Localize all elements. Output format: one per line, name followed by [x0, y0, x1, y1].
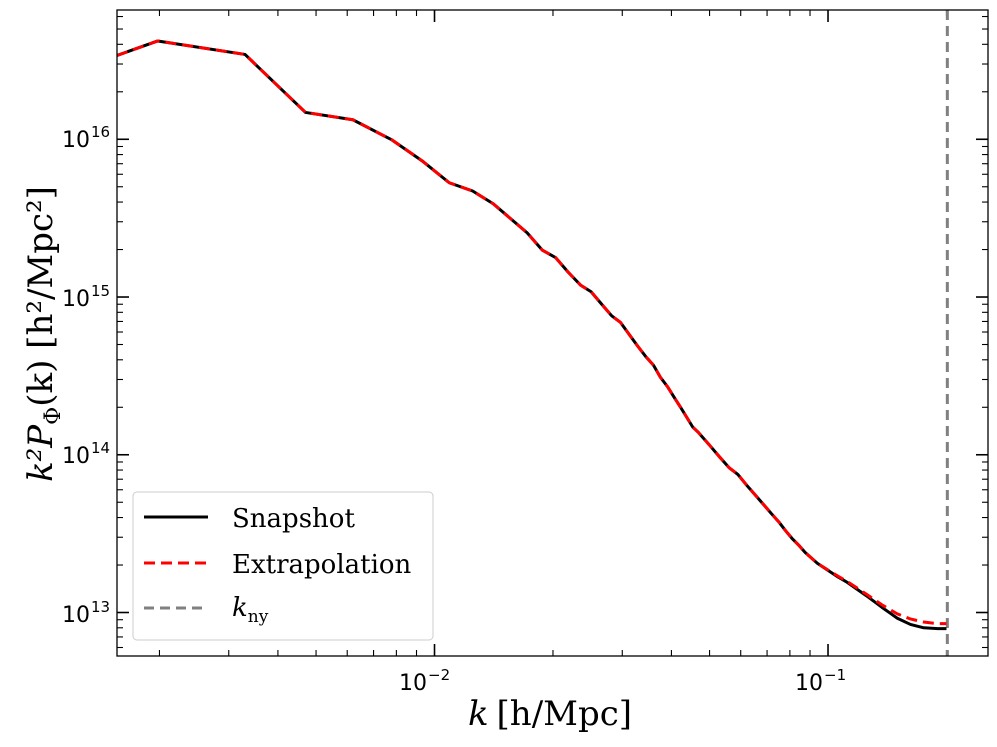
major-ticks — [117, 10, 988, 656]
svg-text:10−1: 10−1 — [795, 666, 846, 696]
x-axis-label: k [h/Mpc] — [468, 694, 632, 734]
svg-text:1014: 1014 — [62, 439, 110, 469]
svg-text:10−2: 10−2 — [399, 666, 450, 696]
legend-box — [132, 491, 434, 641]
legend-label-extrapolation: Extrapolation — [232, 550, 412, 580]
plot-frame — [116, 9, 989, 657]
svg-text:1016: 1016 — [62, 123, 110, 153]
y-tick-label-3: 1016 — [62, 123, 110, 153]
legend-label-snapshot: Snapshot — [232, 504, 355, 534]
legend-label-kny: kny — [232, 593, 269, 627]
x-tick-label-0: 10−2 — [399, 666, 450, 696]
y-tick-label-0: 1013 — [62, 598, 110, 628]
legend: Snapshot Extrapolation kny — [132, 491, 434, 641]
svg-text:1013: 1013 — [62, 598, 110, 628]
x-tick-label-1: 10−1 — [795, 666, 846, 696]
y-axis-label: k²PΦ(k) [h²/Mpc²] — [21, 186, 66, 482]
minor-ticks — [117, 10, 988, 656]
y-tick-label-1: 1014 — [62, 439, 110, 469]
extrapolation-series-line — [117, 39, 947, 626]
y-tick-label-2: 1015 — [62, 282, 110, 312]
svg-text:1015: 1015 — [62, 282, 110, 312]
